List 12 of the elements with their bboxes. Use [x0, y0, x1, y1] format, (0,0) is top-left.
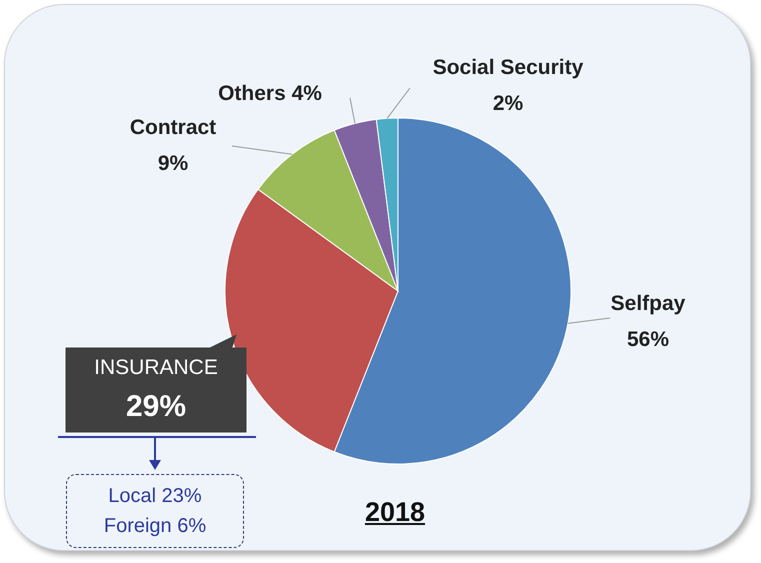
data-label: 29% — [126, 390, 186, 423]
text: Foreign 6% — [104, 514, 206, 539]
slice-label: Social Security — [432, 56, 584, 79]
text: Local 23% — [108, 484, 202, 509]
data-label: 9% — [158, 152, 188, 175]
slice-label: Others 4% — [218, 82, 322, 105]
slice-label: INSURANCE — [94, 356, 218, 379]
data-label: 56% — [626, 328, 670, 351]
text: 2018 — [364, 497, 426, 528]
data-label: 2% — [492, 92, 524, 115]
slice-label: Contract — [130, 116, 216, 139]
slice-label: Selfpay — [610, 292, 686, 315]
